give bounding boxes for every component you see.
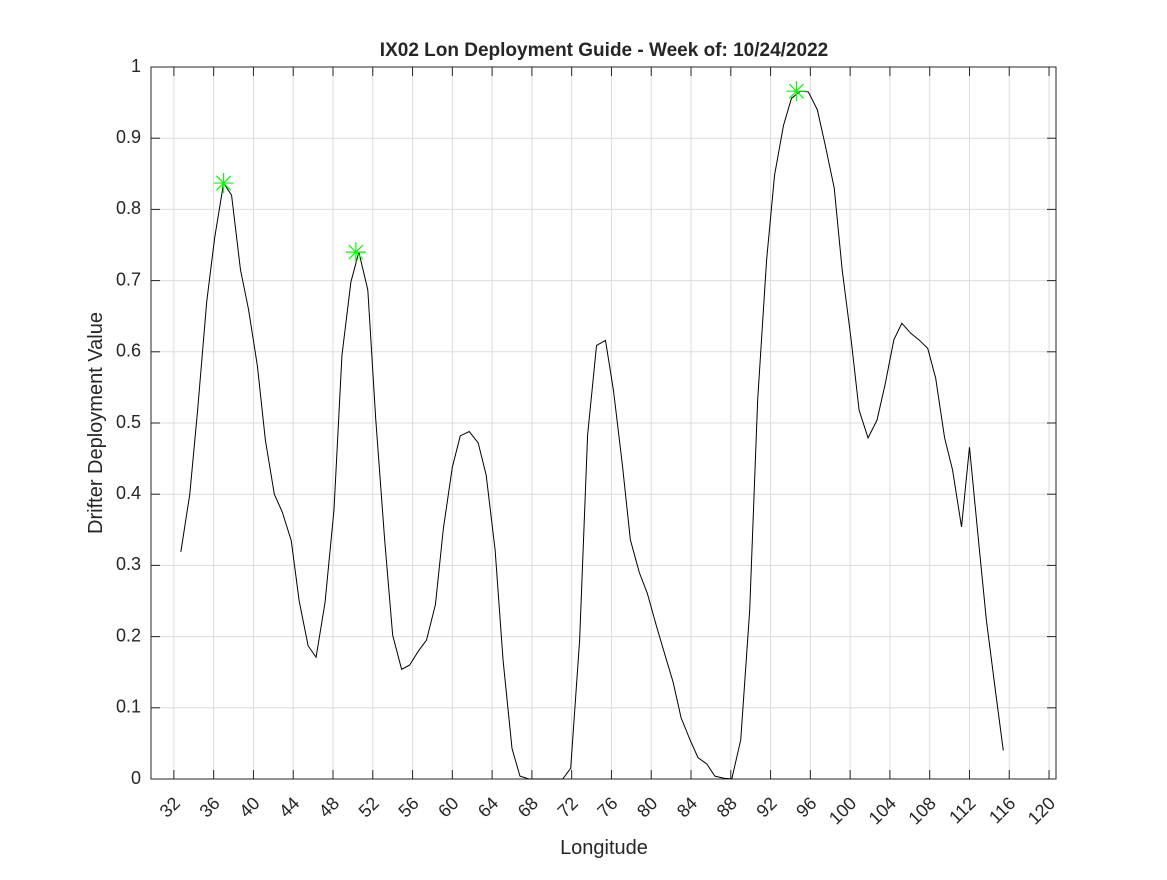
peak-marker xyxy=(345,242,366,263)
y-tick-label: 0.2 xyxy=(116,625,141,645)
y-tick-label: 0.4 xyxy=(116,483,141,503)
peak-marker xyxy=(213,173,234,194)
y-tick-label: 0.7 xyxy=(116,269,141,289)
data-line xyxy=(180,90,1004,780)
y-tick-label: 0.9 xyxy=(116,127,141,147)
chart-title: IX02 Lon Deployment Guide - Week of: 10/… xyxy=(380,40,828,61)
y-tick-label: 0.8 xyxy=(116,198,141,218)
axes-box xyxy=(150,66,1057,780)
y-tick-label: 1 xyxy=(131,56,141,76)
y-tick-label: 0 xyxy=(131,768,141,788)
y-tick-label: 0.1 xyxy=(116,697,141,717)
y-axis-label: Drifter Deployment Value xyxy=(85,312,107,534)
x-axis-label: Longitude xyxy=(560,837,648,859)
y-tick-label: 0.6 xyxy=(116,341,141,361)
y-tick-label: 0.5 xyxy=(116,412,141,432)
y-tick-label: 0.3 xyxy=(116,554,141,574)
peak-marker xyxy=(786,81,807,102)
